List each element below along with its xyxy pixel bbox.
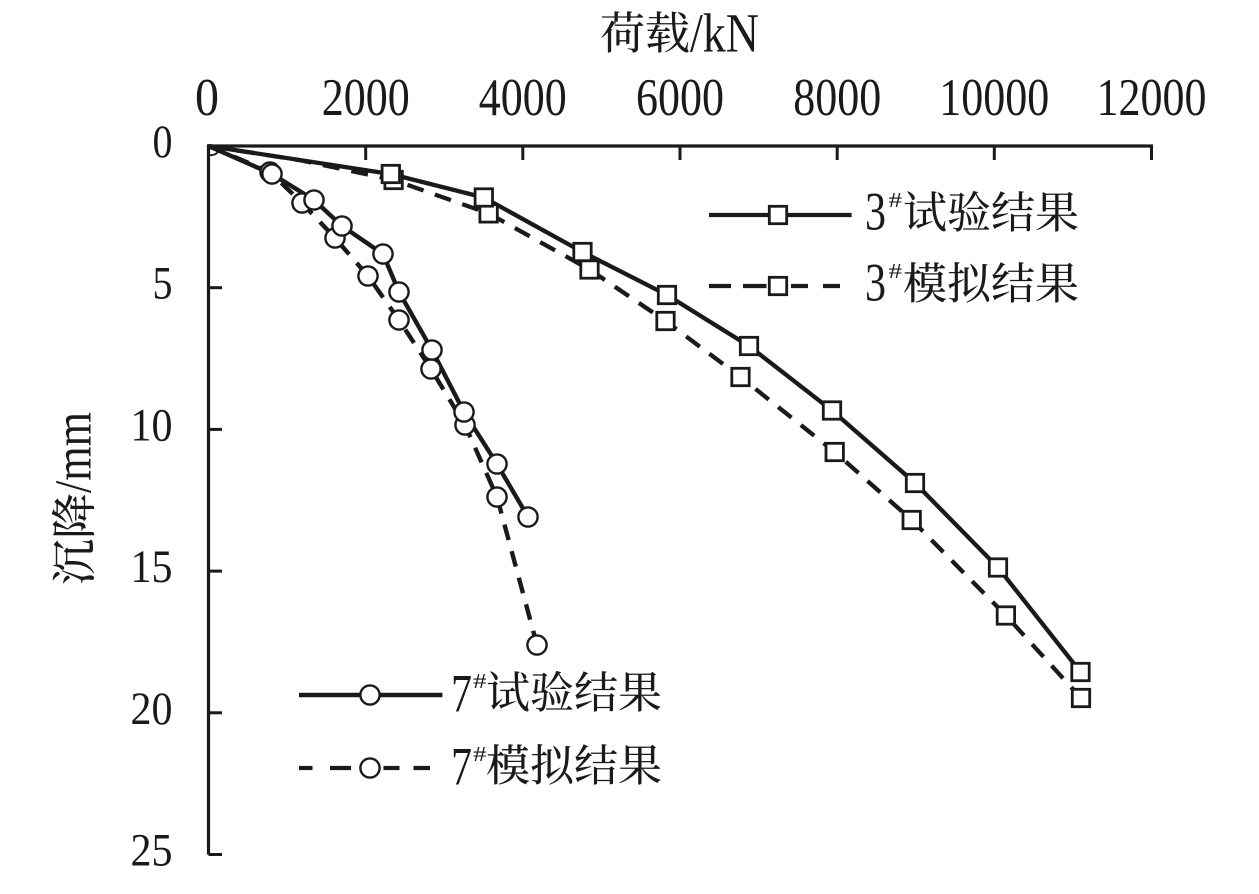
svg-text:20: 20 bbox=[131, 683, 173, 735]
svg-text:/kN: /kN bbox=[690, 3, 759, 64]
svg-text:0: 0 bbox=[195, 69, 219, 127]
svg-text:3: 3 bbox=[865, 253, 886, 313]
svg-text:2000: 2000 bbox=[322, 69, 410, 127]
svg-text:/mm: /mm bbox=[46, 412, 103, 493]
svg-text:#: # bbox=[889, 188, 903, 212]
svg-text:#: # bbox=[473, 742, 487, 766]
svg-text:8000: 8000 bbox=[793, 69, 881, 127]
svg-text:12000: 12000 bbox=[1097, 69, 1207, 127]
svg-text:4000: 4000 bbox=[479, 69, 567, 127]
svg-text:7: 7 bbox=[451, 737, 472, 797]
svg-text:0: 0 bbox=[153, 116, 173, 168]
svg-text:25: 25 bbox=[131, 825, 173, 877]
svg-text:15: 15 bbox=[131, 541, 173, 593]
svg-text:6000: 6000 bbox=[636, 69, 724, 127]
svg-text:10000: 10000 bbox=[939, 69, 1049, 127]
svg-text:7: 7 bbox=[451, 664, 472, 724]
svg-text:10: 10 bbox=[131, 399, 173, 451]
svg-text:5: 5 bbox=[153, 258, 173, 310]
svg-text:#: # bbox=[473, 669, 487, 693]
svg-text:3: 3 bbox=[865, 182, 886, 242]
svg-text:#: # bbox=[889, 259, 903, 283]
